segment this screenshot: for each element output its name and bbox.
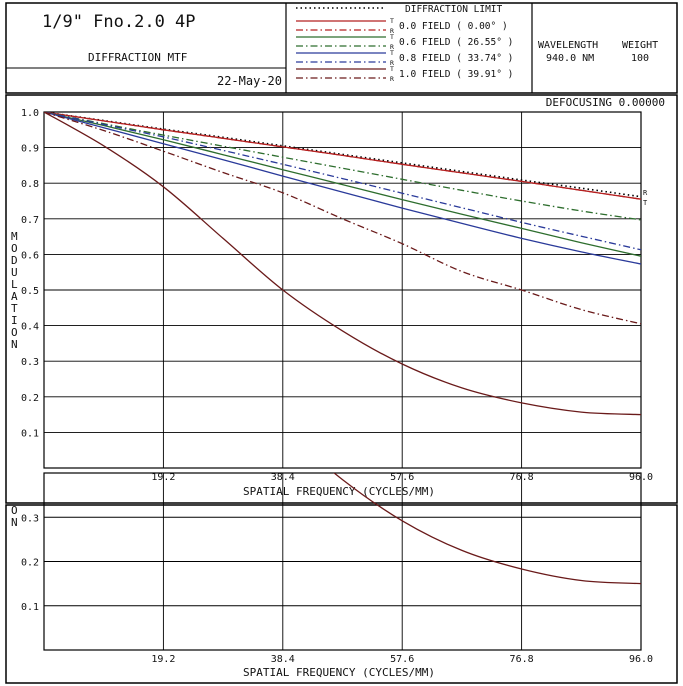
y-tick-label: 0.1 [21, 428, 39, 439]
legend-r-mark: R [390, 59, 394, 67]
y-tick-label: 0.5 [21, 286, 39, 297]
header-block: 1/9" Fno.2.0 4P DIFFRACTION MTF 22-May-2… [5, 2, 678, 94]
legend-t-mark: T [390, 33, 394, 41]
y-tick-label: 0.4 [21, 322, 39, 333]
y-tick-label: 0.2 [21, 393, 39, 404]
legend-r-mark: R [390, 75, 394, 83]
series-line-0-0-field-0-00-r [44, 112, 641, 200]
end-mark-t: T [643, 199, 648, 207]
bottom-x-axis-label: SPATIAL FREQUENCY (CYCLES/MM) [243, 666, 435, 679]
series-line-diffraction-limit [44, 112, 641, 198]
report-date: 22-May-20 [217, 74, 282, 88]
y-tick-label: 0.8 [21, 179, 39, 190]
series-line-0-6-field-26-55-r [44, 112, 641, 221]
y-tick-label: 0.3 [21, 513, 39, 524]
legend-label: 1.0 FIELD ( 39.91° ) [399, 69, 513, 80]
series-line-0-6-field-26-55-t [44, 112, 641, 257]
x-tick-label: 76.8 [510, 654, 534, 665]
y-tick-label: 0.9 [21, 144, 39, 155]
main-plot: 19.2 38.4 57.6 76.8 96.01.00.90.80.70.60.50.… [21, 108, 653, 483]
y-tick-label: 1.0 [21, 108, 39, 119]
legend-label: 0.6 FIELD ( 26.55° ) [399, 37, 513, 48]
x-tick-label: 57.6 [390, 654, 414, 665]
legend-label: DIFFRACTION LIMIT [405, 4, 503, 15]
main-x-axis-label: SPATIAL FREQUENCY (CYCLES/MM) [243, 485, 435, 498]
legend-t-mark: T [390, 17, 394, 25]
series-line-1-0-field-39-91-r [44, 112, 641, 325]
x-tick-label: 38.4 [271, 654, 295, 665]
wavelength-label: WAVELENGTH [538, 40, 598, 51]
weight-value: 100 [631, 53, 649, 64]
series-line-1-0-field-39-91-t [333, 473, 641, 585]
chart-name: DIFFRACTION MTF [88, 51, 187, 64]
lens-title: 1/9" Fno.2.0 4P [42, 12, 196, 32]
header-border [5, 2, 678, 94]
legend-t-mark: T [390, 65, 394, 73]
end-mark-r: R [643, 189, 648, 197]
legend-label: 0.0 FIELD ( 0.00° ) [399, 21, 508, 32]
legend-t-mark: T [390, 49, 394, 57]
legend-r-mark: R [390, 43, 394, 51]
bottom-plot: 19.2 38.4 57.6 76.8 96.0 0.3 0.2 0.1 [21, 472, 653, 665]
y-tick-label: 0.3 [21, 357, 39, 368]
y-tick-label: 0.2 [21, 558, 39, 569]
x-tick-label: 19.2 [151, 654, 175, 665]
x-tick-label: 96.0 [629, 654, 653, 665]
series-line-0-8-field-33-74-r [44, 112, 641, 251]
series-line-1-0-field-39-91-t [44, 112, 641, 416]
legend-r-mark: R [390, 27, 394, 35]
y-tick-label: 0.1 [21, 602, 39, 613]
wavelength-value: 940.0 NM [546, 53, 594, 64]
defocus-label: DEFOCUSING 0.00000 [546, 96, 665, 109]
main-panel-border [5, 94, 678, 504]
series-line-0-8-field-33-74-t [44, 112, 641, 265]
bottom-panel-border [5, 504, 678, 684]
weight-label: WEIGHT [622, 40, 658, 51]
y-tick-label: 0.6 [21, 250, 39, 261]
main-chart-panel: DEFOCUSING 0.00000 19.2 38.4 57.6 76.8 96.01… [5, 94, 678, 504]
legend-label: 0.8 FIELD ( 33.74° ) [399, 53, 513, 64]
y-tick-label: 0.7 [21, 215, 39, 226]
